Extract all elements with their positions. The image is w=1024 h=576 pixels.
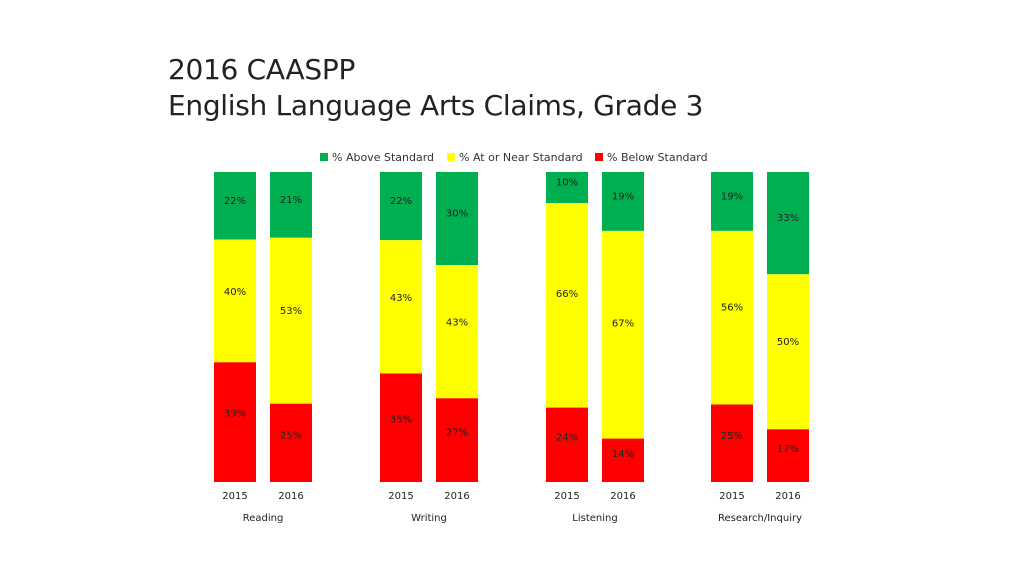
bar-segment bbox=[214, 239, 256, 363]
bar-segment bbox=[270, 403, 312, 482]
legend-label: % Below Standard bbox=[607, 151, 708, 164]
bar-segment bbox=[436, 172, 478, 265]
x-tick-label: 2016 bbox=[278, 491, 303, 502]
bars bbox=[214, 172, 809, 482]
x-group-label: Research/Inquiry bbox=[718, 513, 802, 524]
bar-segment bbox=[602, 172, 644, 231]
data-label: 30% bbox=[446, 209, 468, 220]
x-tick-label: 2015 bbox=[222, 491, 247, 502]
data-label: 40% bbox=[224, 287, 246, 298]
data-label: 53% bbox=[280, 306, 302, 317]
data-label: 33% bbox=[777, 213, 799, 224]
x-group-label: Reading bbox=[243, 513, 284, 524]
legend-swatch bbox=[447, 153, 455, 161]
data-label: 43% bbox=[446, 318, 468, 329]
x-tick-label: 2015 bbox=[719, 491, 744, 502]
x-group-label: Listening bbox=[572, 513, 617, 524]
x-tick-label: 2015 bbox=[554, 491, 579, 502]
labels: 22% 40% 39% 2015 21% 53% 25% 2016 Reading 22% 43% 3… bbox=[222, 178, 802, 525]
data-label: 43% bbox=[390, 293, 412, 304]
slide-title-line-2: English Language Arts Claims, Grade 3 bbox=[168, 89, 704, 122]
data-label: 21% bbox=[280, 195, 302, 206]
bar-segment bbox=[380, 373, 422, 482]
legend-item: % Above Standard bbox=[320, 151, 434, 164]
bar-segment bbox=[711, 230, 753, 405]
bar-segment bbox=[436, 265, 478, 399]
data-label: 56% bbox=[721, 302, 743, 313]
bar-segment bbox=[436, 398, 478, 482]
data-label: 27% bbox=[446, 428, 468, 439]
data-label: 39% bbox=[224, 409, 246, 420]
bar-segment bbox=[270, 237, 312, 404]
slide-title-line-1: 2016 CAASPP bbox=[168, 53, 356, 86]
bar-segment bbox=[767, 429, 809, 482]
bar-segment bbox=[270, 172, 312, 238]
data-label: 25% bbox=[721, 431, 743, 442]
bar-segment bbox=[711, 172, 753, 231]
data-label: 17% bbox=[777, 444, 799, 455]
data-label: 14% bbox=[612, 449, 634, 460]
x-group-label: Writing bbox=[411, 513, 447, 524]
data-label: 67% bbox=[612, 319, 634, 330]
bar-segment bbox=[380, 172, 422, 241]
x-tick-label: 2016 bbox=[610, 491, 635, 502]
legend-swatch bbox=[595, 153, 603, 161]
bar-segment bbox=[602, 230, 644, 439]
legend-label: % Above Standard bbox=[332, 151, 434, 164]
data-label: 24% bbox=[556, 433, 578, 444]
bar-segment bbox=[767, 172, 809, 275]
x-tick-label: 2015 bbox=[388, 491, 413, 502]
bar-segment bbox=[767, 274, 809, 430]
bar-segment bbox=[546, 203, 588, 408]
bar-segment bbox=[602, 438, 644, 482]
data-label: 22% bbox=[224, 196, 246, 207]
data-label: 19% bbox=[612, 191, 634, 202]
bar-segment bbox=[380, 240, 422, 374]
x-tick-label: 2016 bbox=[775, 491, 800, 502]
data-label: 50% bbox=[777, 337, 799, 348]
legend-label: % At or Near Standard bbox=[459, 151, 583, 164]
bar-segment bbox=[546, 172, 588, 203]
bar-segment bbox=[214, 172, 256, 240]
data-label: 10% bbox=[556, 178, 578, 189]
legend-swatch bbox=[320, 153, 328, 161]
bar-segment bbox=[214, 362, 256, 482]
bar-segment bbox=[546, 407, 588, 482]
legend-item: % Below Standard bbox=[595, 151, 708, 164]
legend: % Above Standard % At or Near Standard % B… bbox=[320, 151, 708, 164]
slide-title: 2016 CAASPP English Language Arts Claims… bbox=[168, 52, 703, 124]
data-label: 35% bbox=[390, 414, 412, 425]
data-label: 19% bbox=[721, 191, 743, 202]
data-label: 66% bbox=[556, 289, 578, 300]
data-label: 22% bbox=[390, 196, 412, 207]
legend-item: % At or Near Standard bbox=[447, 151, 583, 164]
x-tick-label: 2016 bbox=[444, 491, 469, 502]
data-label: 25% bbox=[280, 431, 302, 442]
bar-segment bbox=[711, 404, 753, 482]
